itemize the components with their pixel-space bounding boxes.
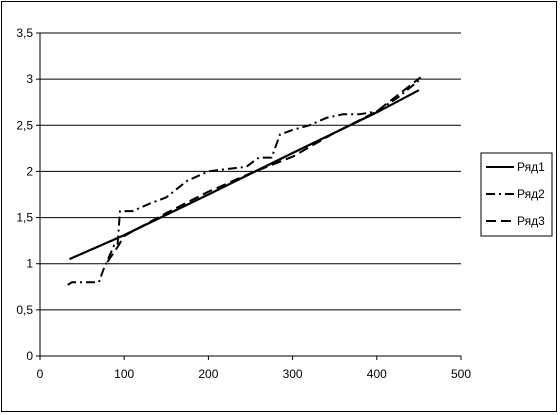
legend-label: Ряд2 <box>517 187 545 201</box>
y-tick-label: 0,5 <box>16 303 33 317</box>
x-tick-label: 400 <box>367 367 387 381</box>
series-line-Ряд3 <box>106 76 422 263</box>
y-tick-label: 2 <box>26 164 33 178</box>
legend-label: Ряд1 <box>517 160 545 174</box>
y-tick-label: 3,5 <box>16 26 33 40</box>
x-tick-label: 300 <box>283 367 303 381</box>
y-tick-label: 1 <box>26 257 33 271</box>
y-tick-label: 1,5 <box>16 211 33 225</box>
x-tick-label: 100 <box>114 367 134 381</box>
series-line-Ряд2 <box>67 78 422 286</box>
y-tick-label: 2,5 <box>16 118 33 132</box>
x-tick-label: 0 <box>37 367 44 381</box>
legend-label: Ряд3 <box>517 214 545 228</box>
x-tick-label: 500 <box>451 367 471 381</box>
x-tick-label: 200 <box>198 367 218 381</box>
y-tick-label: 0 <box>26 349 33 363</box>
y-tick-label: 3 <box>26 72 33 86</box>
